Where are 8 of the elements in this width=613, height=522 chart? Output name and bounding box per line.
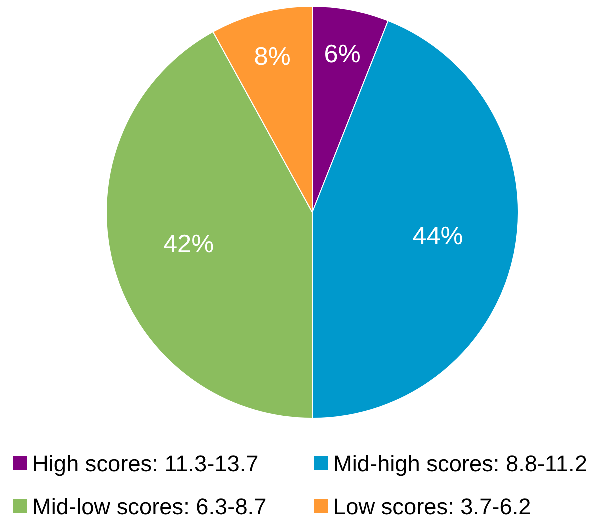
data-label: 44%	[412, 222, 464, 250]
legend-label: High scores: 11.3-13.7	[32, 450, 259, 476]
data-label: 42%	[163, 230, 214, 258]
legend-label: Low scores: 3.7-6.2	[334, 494, 532, 520]
data-label: 8%	[254, 42, 291, 71]
legend-label: Mid-low scores: 6.3-8.7	[32, 494, 267, 520]
data-label: 6%	[324, 40, 361, 69]
legend-label: Mid-high scores: 8.8-11.2	[334, 450, 588, 476]
